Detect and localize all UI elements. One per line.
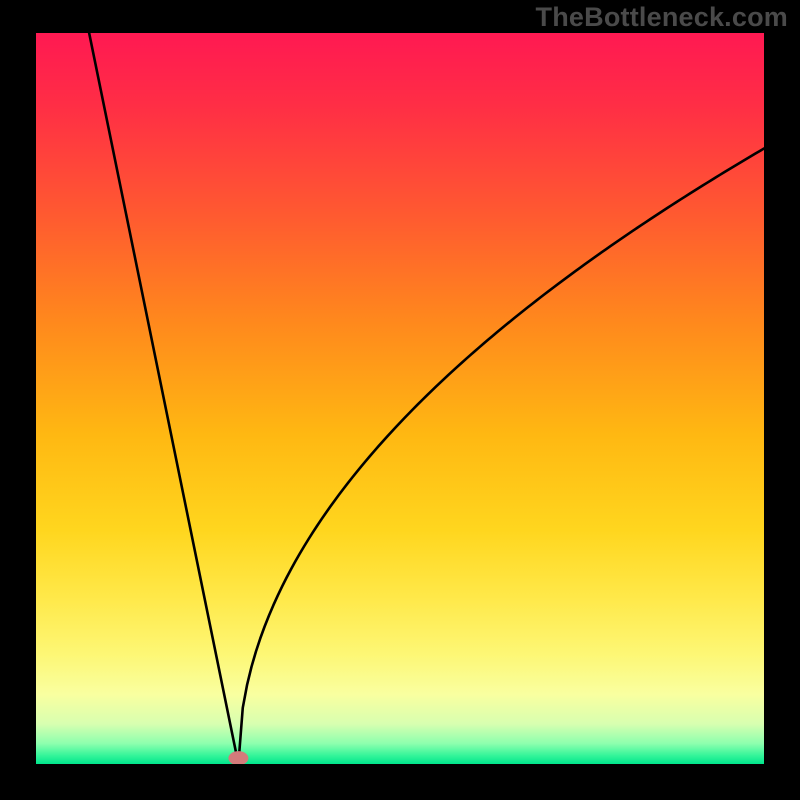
- watermark-text: TheBottleneck.com: [536, 2, 788, 33]
- plot-surface: [36, 33, 764, 764]
- gradient-background: [36, 33, 764, 764]
- chart-frame: TheBottleneck.com: [0, 0, 800, 800]
